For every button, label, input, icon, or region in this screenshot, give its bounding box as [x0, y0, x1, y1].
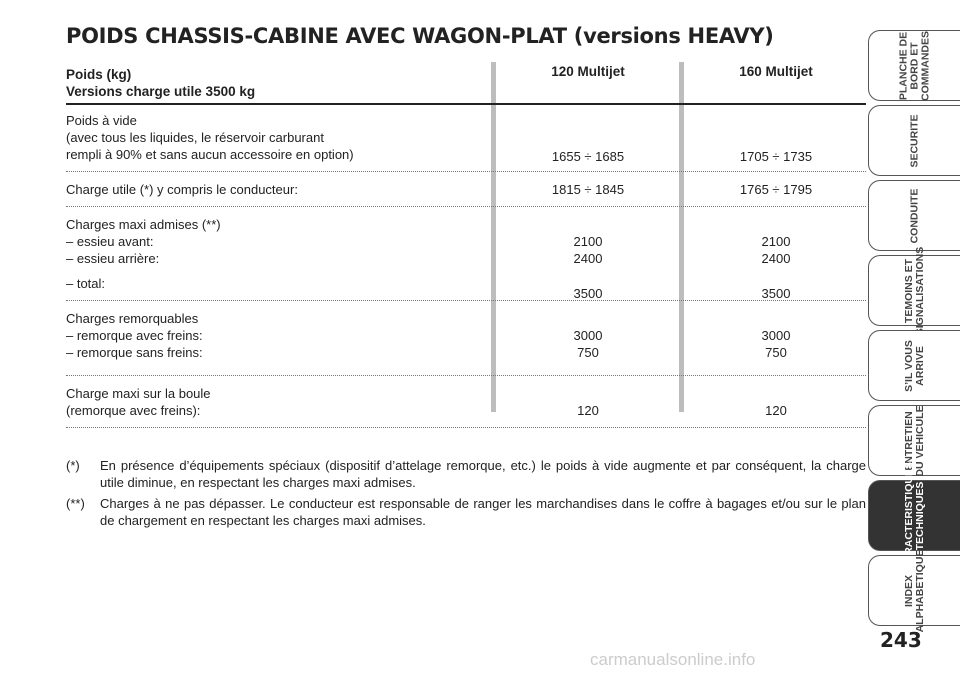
footnote-text: En présence d’équipements spéciaux (disp… [100, 458, 866, 490]
tab-label-line: INDEX [902, 574, 915, 607]
header-line: Versions charge utile 3500 kg [66, 84, 256, 99]
tab-label-line: PLANCHE DE [897, 31, 909, 100]
cell-value: 120 [577, 403, 599, 418]
row-separator [66, 171, 866, 172]
cell-value: 1655 ÷ 1685 [551, 149, 625, 164]
cell-value: 3000 [573, 328, 603, 343]
cell-value: 3500 [573, 286, 603, 301]
side-tab[interactable]: SECURITE [868, 105, 960, 176]
column-header: 160 Multijet [739, 64, 813, 79]
tab-label: CONDUITE [908, 188, 920, 243]
row-label: Poids à vide [66, 113, 137, 128]
page-number: 243 [880, 628, 922, 652]
cell-value: 750 [765, 345, 787, 360]
tab-label-line: SECURITE [908, 113, 920, 168]
header-line: Poids (kg) [66, 67, 132, 82]
row-label: Charges maxi admises (**) [66, 217, 221, 232]
cell-value: 2400 [761, 251, 791, 266]
tab-label-line: ALPHABETIQUE [913, 549, 926, 632]
tab-label-line: TEMOINS ET [902, 258, 915, 323]
side-tab[interactable]: S’IL VOUS ARRIVE [868, 330, 960, 401]
tab-label-line: COMMANDES [919, 30, 931, 101]
side-tab[interactable]: CONDUITE [868, 180, 960, 251]
row-label: (avec tous les liquides, le réservoir ca… [66, 130, 324, 145]
cell-value: 1705 ÷ 1735 [739, 149, 813, 164]
footnote: (**) Charges à ne pas dépasser. Le conduc… [66, 495, 866, 529]
cell-value: 3500 [761, 286, 791, 301]
tab-label: SECURITE [908, 113, 920, 168]
footnote-text: Charges à ne pas dépasser. Le conducteur… [100, 496, 866, 528]
watermark: carmanualsonline.info [590, 650, 756, 669]
side-tab[interactable]: ENTRETIEN DU VEHICULE [868, 405, 960, 476]
tab-label: INDEX ALPHABETIQUE [902, 549, 926, 632]
side-tab[interactable]: PLANCHE DE BORD ET COMMANDES [868, 30, 960, 101]
row-label: – essieu avant: [66, 234, 154, 249]
side-tab[interactable]: CARACTERISTIQUES TECHNIQUES [868, 462, 960, 569]
tab-label-line: CONDUITE [908, 188, 920, 243]
tab-label-line: ARRIVE [913, 345, 926, 386]
title: POIDS CHASSIS-CABINE AVEC WAGON-PLAT (ve… [66, 24, 774, 48]
tab-label-line: SIGNALISATIONS [913, 246, 926, 335]
side-tab[interactable]: TEMOINS ET SIGNALISATIONS [868, 246, 960, 335]
table-header: Poids (kg) Versions charge utile 3500 kg [66, 66, 255, 100]
column-divider [679, 62, 684, 412]
row-separator [66, 375, 866, 376]
cell-value: 2400 [573, 251, 603, 266]
row-label: – remorque sans freins: [66, 345, 203, 360]
cell-value: 750 [577, 345, 599, 360]
tab-label: TEMOINS ET SIGNALISATIONS [902, 246, 926, 335]
row-label: – total: [66, 276, 106, 291]
row-separator [66, 300, 866, 301]
row-label: – essieu arrière: [66, 251, 160, 266]
row-label: (remorque avec freins): [66, 403, 201, 418]
cell-value: 3000 [761, 328, 791, 343]
column-header: 120 Multijet [551, 64, 625, 79]
row-separator [66, 427, 866, 428]
row-label: Charges remorquables [66, 311, 199, 326]
cell-value: 2100 [573, 234, 603, 249]
tab-label-line: S’IL VOUS [902, 339, 915, 392]
cell-value: 120 [765, 403, 787, 418]
column-divider [491, 62, 496, 412]
tab-label: S’IL VOUS ARRIVE [902, 339, 926, 392]
side-tab[interactable]: INDEX ALPHABETIQUE [868, 549, 960, 632]
row-label: rempli à 90% et sans aucun accessoire en… [66, 147, 354, 162]
row-label: Charge utile (*) y compris le conducteur… [66, 182, 298, 197]
footnote-marker: (**) [66, 496, 85, 511]
row-separator [66, 206, 866, 207]
tab-label: PLANCHE DE BORD ET COMMANDES [897, 30, 931, 101]
cell-value: 1815 ÷ 1845 [551, 182, 625, 197]
header-rule [66, 103, 866, 105]
row-label: Charge maxi sur la boule [66, 386, 211, 401]
tab-label-line: BORD ET [908, 41, 920, 90]
cell-value: 2100 [761, 234, 791, 249]
row-label: – remorque avec freins: [66, 328, 203, 343]
footnote-marker: (*) [66, 458, 80, 473]
footnote: (*) En présence d’équipements spéciaux (d… [66, 457, 866, 491]
cell-value: 1765 ÷ 1795 [739, 182, 813, 197]
